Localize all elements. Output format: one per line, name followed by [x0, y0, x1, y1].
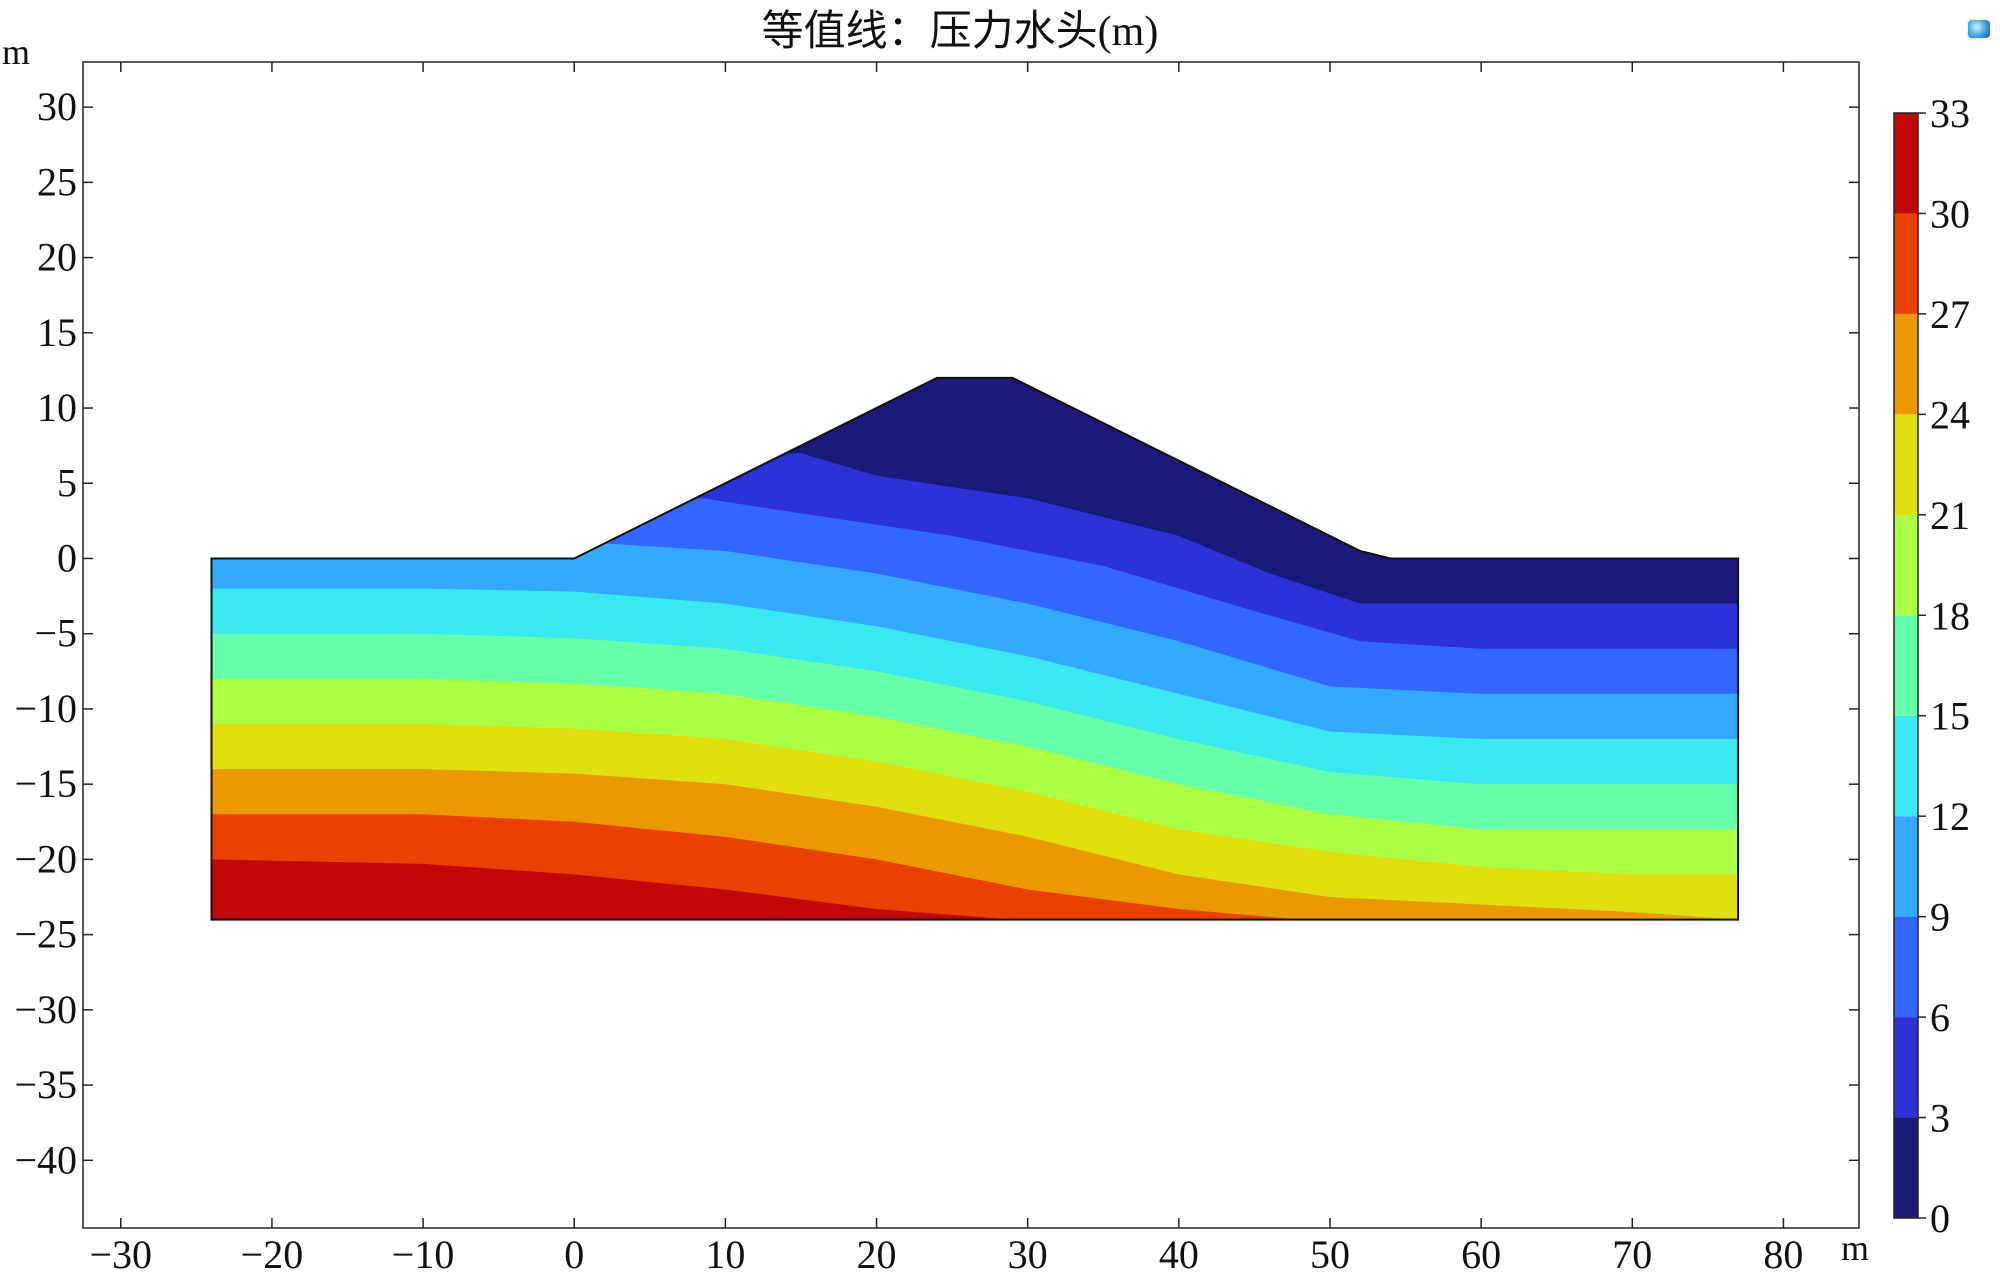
colorbar-frame — [1893, 112, 1919, 1219]
x-tick-label: 60 — [1461, 1232, 1501, 1277]
colorbar-tick-label: 3 — [1930, 1096, 1950, 1141]
colorbar-segment — [1894, 1117, 1918, 1218]
y-tick-label: −30 — [14, 987, 77, 1032]
x-axis: −30 −20 −10 0 10 20 30 40 50 60 70 80 — [90, 62, 1803, 1277]
contour-band — [211, 814, 1739, 920]
colorbar-tick-label: 12 — [1930, 794, 1970, 839]
domain-outline — [210, 376, 1740, 921]
x-unit-label: m — [1841, 1228, 1869, 1268]
colorbar-tick-label: 21 — [1930, 493, 1970, 538]
contour-bands — [211, 377, 1739, 920]
colorbar: 0 3 6 9 12 15 18 21 24 27 30 33 — [1893, 91, 1970, 1241]
y-tick-label: −20 — [14, 836, 77, 881]
y-tick-label: 0 — [57, 535, 77, 580]
y-tick-label: 5 — [57, 460, 77, 505]
x-tick-label: −10 — [392, 1232, 455, 1277]
app-logo-icon — [1968, 20, 1990, 38]
colorbar-tick-label: 27 — [1930, 292, 1970, 337]
y-unit-label: m — [2, 32, 30, 72]
colorbar-tick-label: 33 — [1930, 91, 1970, 136]
chart-title: 等值线：压力水头(m) — [762, 9, 1159, 55]
y-tick-label: −35 — [14, 1062, 77, 1107]
x-tick-label: 40 — [1159, 1232, 1199, 1277]
y-tick-label: −40 — [14, 1137, 77, 1182]
x-tick-label: 20 — [857, 1232, 897, 1277]
x-tick-label: −20 — [241, 1232, 304, 1277]
colorbar-segment — [1894, 414, 1918, 515]
y-tick-label: −25 — [14, 912, 77, 957]
colorbar-segment — [1894, 1017, 1918, 1118]
x-tick-label: 70 — [1612, 1232, 1652, 1277]
colorbar-tick-label: 30 — [1930, 191, 1970, 236]
y-tick-label: 30 — [37, 84, 77, 129]
y-tick-label: −10 — [14, 686, 77, 731]
y-axis: −40 −35 −30 −25 −20 −15 −10 −5 0 5 10 15 20 25 30 — [14, 84, 1859, 1182]
x-tick-label: −30 — [90, 1232, 153, 1277]
x-tick-label: 50 — [1310, 1232, 1350, 1277]
colorbar-segment — [1894, 715, 1918, 817]
x-tick-label: 0 — [564, 1232, 584, 1277]
colorbar-segment — [1894, 916, 1918, 1018]
y-tick-label: −5 — [34, 611, 77, 656]
y-tick-label: 20 — [37, 235, 77, 280]
colorbar-segment — [1894, 313, 1918, 415]
contour-band — [211, 859, 1739, 920]
colorbar-segment — [1894, 816, 1918, 917]
x-tick-label: 80 — [1763, 1232, 1803, 1277]
colorbar-tick-label: 9 — [1930, 895, 1950, 940]
colorbar-segment — [1894, 213, 1918, 314]
colorbar-segment — [1894, 113, 1918, 214]
y-tick-label: −15 — [14, 761, 77, 806]
y-tick-label: 10 — [37, 385, 77, 430]
colorbar-tick-label: 15 — [1930, 694, 1970, 739]
colorbar-tick-label: 6 — [1930, 995, 1950, 1040]
x-tick-label: 30 — [1008, 1232, 1048, 1277]
colorbar-segment — [1894, 514, 1918, 616]
colorbar-tick-label: 18 — [1930, 593, 1970, 638]
y-tick-label: 15 — [37, 310, 77, 355]
colorbar-tick-label: 0 — [1930, 1196, 1950, 1241]
y-tick-label: 25 — [37, 159, 77, 204]
x-tick-label: 10 — [705, 1232, 745, 1277]
colorbar-segment — [1894, 615, 1918, 716]
colorbar-tick-label: 24 — [1930, 392, 1970, 437]
